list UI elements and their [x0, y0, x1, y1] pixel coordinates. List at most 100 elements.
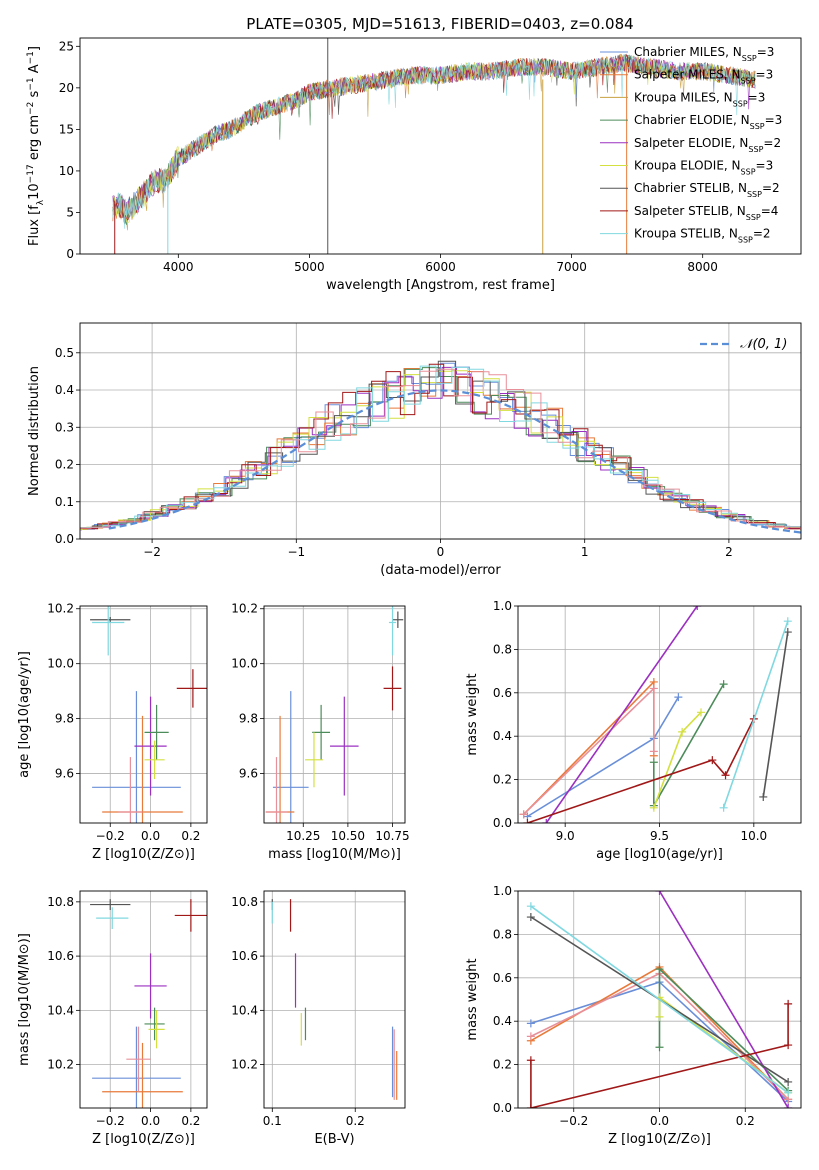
legend-label: Salpeter ELODIE, NSSP=2	[634, 136, 781, 154]
y-tick-label: 10.8	[47, 895, 74, 909]
legend-label: Chabrier MILES, NSSP=3	[634, 45, 774, 63]
legend-label: Kroupa MILES, NSSP=3	[634, 90, 765, 108]
histogram-steps	[80, 365, 801, 531]
y-tick-label: 25	[59, 39, 74, 53]
age-vs-mass-panel: 10.25 10.50 10.75 9.6 9.8 10.0 10.2 mass [log10…	[231, 602, 409, 862]
y-tick-label: 0.6	[493, 971, 512, 985]
weight-marker	[783, 628, 792, 637]
y-tick-label: 9.6	[239, 767, 258, 781]
x-tick-label: −1	[287, 545, 305, 559]
weight-marker	[526, 1056, 535, 1065]
y-tick-label: 1.0	[493, 884, 512, 898]
weight-marker	[526, 902, 535, 911]
y-tick-label: 20	[59, 81, 74, 95]
age-vs-Z-panel: −0.2 0.0 0.2 9.6 9.8 10.0 10.2 Z [log10(Z/Z⊙)] a…	[17, 602, 208, 862]
x-tick-label: 8000	[687, 260, 718, 274]
weight-marker	[526, 1104, 535, 1108]
y-tick-label: 0.4	[55, 383, 74, 397]
weight-line	[722, 620, 789, 809]
weight-marker	[649, 803, 658, 812]
mass-vs-EBV-panel: 0.1 0.2 10.2 10.4 10.6 10.8 E(B-V)	[231, 890, 406, 1147]
x-axis-label: (data-model)/error	[380, 563, 501, 578]
normal-curve	[108, 389, 801, 534]
weight-series	[519, 606, 792, 823]
weight-marker	[783, 617, 792, 626]
x-tick-label: 10.50	[331, 829, 365, 843]
y-axis-label: mass weight	[465, 958, 480, 1040]
y-tick-label: 0.2	[493, 773, 512, 787]
axes-frame	[263, 890, 406, 1109]
y-tick-label: 15	[59, 122, 74, 136]
x-tick-label: 0.1	[263, 1114, 282, 1128]
y-tick-label: 0.8	[493, 927, 512, 941]
weight-marker	[784, 1041, 793, 1050]
y-tick-label: 10.2	[231, 1058, 258, 1072]
axes-frame	[517, 890, 802, 1109]
y-axis-label: age [log10(age/yr)]	[17, 651, 32, 778]
x-axis-label: Z [log10(Z/Z⊙)]	[92, 1132, 195, 1147]
weight-marker	[693, 606, 702, 610]
x-tick-label: 9.0	[556, 829, 575, 843]
weight-marker	[719, 680, 728, 689]
y-tick-label: 0	[66, 247, 74, 261]
weight-line	[545, 606, 698, 823]
weight-marker	[784, 999, 793, 1008]
axes-frame	[79, 605, 208, 824]
axes-frame	[79, 37, 802, 255]
legend-label: Chabrier ELODIE, NSSP=3	[634, 113, 782, 131]
residuals-panel: −2 −1 0 1 2 0.0 0.1 0.2 0.3 0.4 0.5 (data-model)/er…	[27, 322, 802, 578]
y-tick-label: 0.3	[55, 420, 74, 434]
x-axis-label: wavelength [Angstrom, rest frame]	[326, 278, 555, 293]
legend-label: Kroupa STELIB, NSSP=2	[634, 227, 771, 245]
x-tick-label: 0.0	[141, 1114, 160, 1128]
error-crosses	[271, 899, 398, 1100]
y-tick-label: 10.2	[47, 602, 74, 616]
x-tick-label: 0.2	[736, 1114, 755, 1128]
legend-label: Salpeter MILES, NSSP=3	[634, 68, 773, 86]
weight-marker	[526, 1032, 535, 1041]
y-tick-label: 0.0	[55, 532, 74, 546]
legend-label: Salpeter STELIB, NSSP=4	[634, 204, 778, 222]
weight-line	[530, 905, 789, 1094]
x-tick-label: −0.2	[96, 829, 125, 843]
y-tick-label: 0.0	[493, 816, 512, 830]
weight-marker	[721, 771, 730, 780]
figure-title: PLATE=0305, MJD=51613, FIBERID=0403, z=0…	[246, 15, 633, 33]
weight-marker	[719, 803, 728, 812]
weight-marker	[523, 819, 532, 823]
weight-line	[653, 683, 725, 809]
weight-marker	[649, 747, 658, 756]
histogram-steps	[80, 360, 801, 529]
x-tick-label: −2	[143, 545, 161, 559]
weight-line	[526, 696, 680, 818]
x-tick-label: 0.0	[141, 829, 160, 843]
x-tick-label: 0	[437, 545, 445, 559]
axes-frame	[79, 322, 802, 540]
x-tick-label: −0.2	[559, 1114, 588, 1128]
y-axis-label: mass weight	[465, 673, 480, 755]
weight-line	[523, 686, 655, 815]
legend: Chabrier MILES, NSSP=3 Salpeter MILES, NS…	[600, 45, 782, 244]
axes-frame	[517, 605, 802, 824]
weight-marker	[519, 810, 528, 819]
y-tick-label: 10.2	[231, 602, 258, 616]
weight-vs-age-panel: 9.0 9.5 10.0 0.0 0.2 0.4 0.6 0.8 1.0 age [log10(a…	[465, 599, 802, 862]
x-axis-label: Z [log10(Z/Z⊙)]	[608, 1132, 711, 1147]
spectrum-line	[112, 53, 756, 223]
weight-marker	[655, 1043, 664, 1052]
weight-marker	[542, 819, 551, 823]
x-tick-label: 0.2	[346, 1114, 365, 1128]
y-axis-label: Flux [fλ10−17 erg cm−2 s−1 A−1]	[26, 46, 46, 246]
x-axis-label: Z [log10(Z/Z⊙)]	[92, 847, 195, 862]
x-tick-label: 6000	[425, 260, 456, 274]
histogram-steps	[80, 368, 801, 530]
y-tick-label: 10.4	[47, 1003, 74, 1017]
weight-marker	[526, 1019, 535, 1028]
x-tick-label: 5000	[294, 260, 325, 274]
y-tick-label: 0.4	[493, 729, 512, 743]
y-tick-label: 0.6	[493, 686, 512, 700]
mass-vs-Z-panel: −0.2 0.0 0.2 10.2 10.4 10.6 10.8 Z [log10(Z/Z⊙)…	[17, 890, 208, 1147]
x-tick-label: 0.0	[650, 1114, 669, 1128]
y-axis-label: Normed distribution	[27, 366, 42, 496]
x-axis-label: mass [log10(M/M⊙)]	[268, 847, 401, 862]
